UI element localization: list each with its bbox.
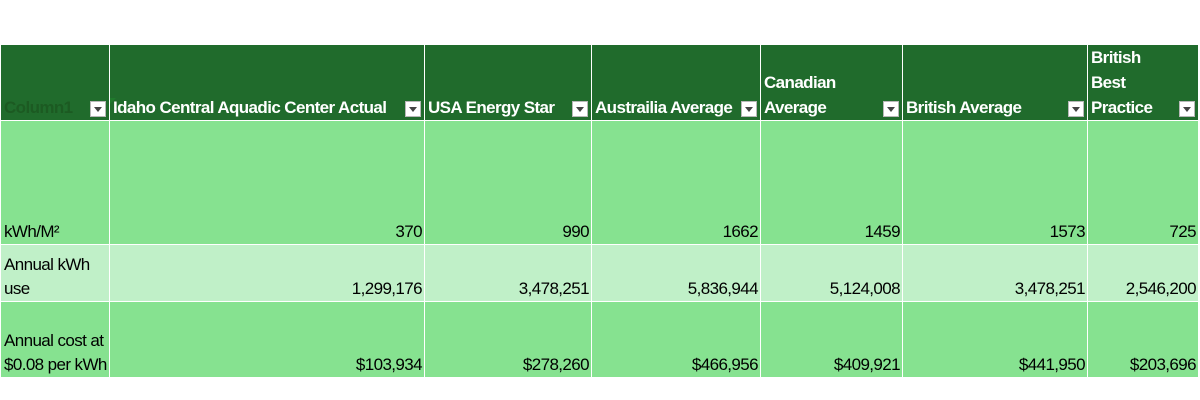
column-header-label: USA Energy Star [428, 98, 555, 117]
filter-dropdown-button[interactable] [1068, 101, 1084, 117]
table-row: Annual cost at $0.08 per kWh $103,934 $2… [0, 301, 1199, 378]
filter-dropdown-button[interactable] [741, 101, 757, 117]
column-header-column1: Column1 [0, 44, 110, 121]
column-header-canadian-average: Canadian Average [760, 44, 903, 121]
chevron-down-icon [94, 106, 102, 112]
table-cell[interactable]: 1459 [760, 120, 903, 245]
table-cell[interactable]: $409,921 [760, 301, 903, 378]
chevron-down-icon [745, 106, 753, 112]
table-cell[interactable]: 3,478,251 [902, 244, 1088, 302]
table-cell[interactable]: 1,299,176 [109, 244, 425, 302]
header-row: Column1 Idaho Central Aquadic Center Act… [0, 44, 1199, 121]
row-label[interactable]: kWh/M² [0, 120, 110, 245]
column-header-british-best-practice: British Best Practice [1087, 44, 1199, 121]
data-table: Column1 Idaho Central Aquadic Center Act… [0, 44, 1199, 378]
table-cell[interactable]: 990 [424, 120, 592, 245]
table-cell[interactable]: 2,546,200 [1087, 244, 1199, 302]
column-header-idaho: Idaho Central Aquadic Center Actual [109, 44, 425, 121]
table-cell[interactable]: $278,260 [424, 301, 592, 378]
filter-dropdown-button[interactable] [405, 101, 421, 117]
chevron-down-icon [1183, 106, 1191, 112]
filter-dropdown-button[interactable] [1179, 101, 1195, 117]
filter-dropdown-button[interactable] [572, 101, 588, 117]
table-cell[interactable]: 3,478,251 [424, 244, 592, 302]
column-header-british-average: British Average [902, 44, 1088, 121]
chevron-down-icon [576, 106, 584, 112]
table-cell[interactable]: $466,956 [591, 301, 761, 378]
table-row: kWh/M² 370 990 1662 1459 1573 725 [0, 120, 1199, 245]
row-label[interactable]: Annual kWh use [0, 244, 110, 302]
table-cell[interactable]: $103,934 [109, 301, 425, 378]
column-header-label: Canadian Average [764, 73, 836, 117]
column-header-label: Column1 [4, 98, 73, 117]
chevron-down-icon [409, 106, 417, 112]
chevron-down-icon [1072, 106, 1080, 112]
table-cell[interactable]: 5,124,008 [760, 244, 903, 302]
table-cell[interactable]: $203,696 [1087, 301, 1199, 378]
cell-comment-indicator-icon [110, 98, 116, 104]
column-header-label: British Average [906, 98, 1022, 117]
column-header-label: British Best Practice [1091, 48, 1153, 117]
chevron-down-icon [887, 106, 895, 112]
filter-dropdown-button[interactable] [883, 101, 899, 117]
column-header-australia-average: Austrailia Average [591, 44, 761, 121]
table-cell[interactable]: 725 [1087, 120, 1199, 245]
table-cell[interactable]: 1573 [902, 120, 1088, 245]
table-cell[interactable]: 1662 [591, 120, 761, 245]
column-header-label: Idaho Central Aquadic Center Actual [113, 98, 387, 117]
table-cell[interactable]: 5,836,944 [591, 244, 761, 302]
column-header-usa-energy-star: USA Energy Star [424, 44, 592, 121]
table-cell[interactable]: 370 [109, 120, 425, 245]
row-label[interactable]: Annual cost at $0.08 per kWh [0, 301, 110, 378]
filter-dropdown-button[interactable] [90, 101, 106, 117]
table-cell[interactable]: $441,950 [902, 301, 1088, 378]
table-row: Annual kWh use 1,299,176 3,478,251 5,836… [0, 244, 1199, 302]
column-header-label: Austrailia Average [595, 98, 733, 117]
